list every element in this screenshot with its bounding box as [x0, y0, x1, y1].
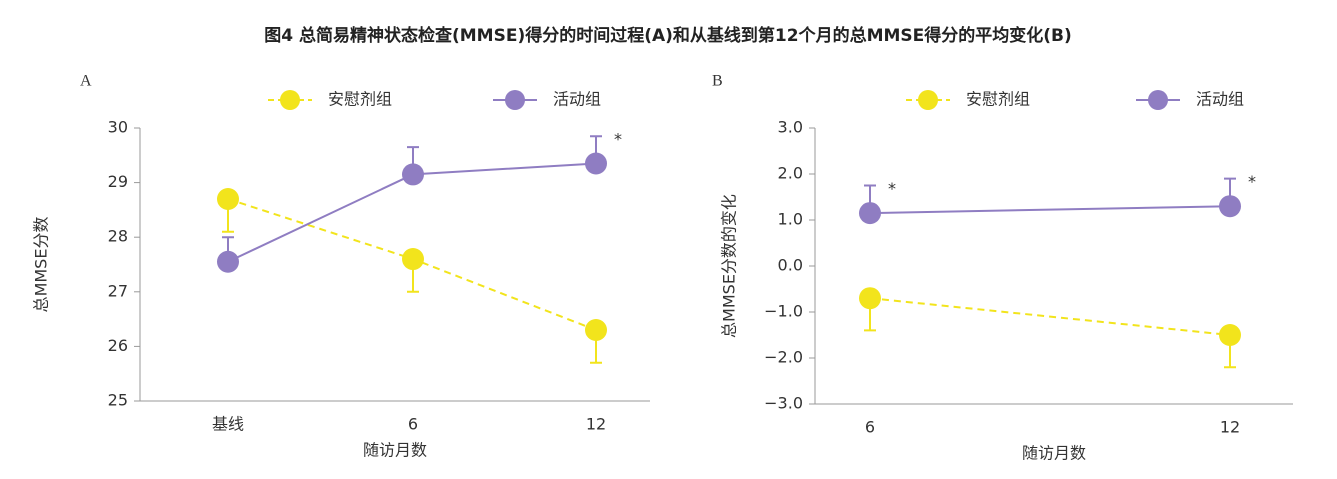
figure-title: 图4 总简易精神状态检查(MMSE)得分的时间过程(A)和从基线到第12个月的总…: [264, 25, 1072, 46]
data-point: [402, 163, 424, 186]
data-point: [1219, 195, 1241, 218]
legend-marker: [918, 90, 938, 110]
annotation: *: [888, 179, 896, 198]
x-tick-label: 6: [865, 418, 875, 437]
y-tick-label: 0.0: [778, 256, 803, 275]
series-line: [869, 205, 1231, 215]
panel-label: B: [712, 73, 723, 90]
y-tick-label: 27: [108, 281, 128, 300]
y-tick-label: −2.0: [764, 348, 803, 367]
y-tick-label: −1.0: [764, 302, 803, 321]
y-axis-label: 总MMSE分数: [32, 217, 51, 313]
y-tick-label: 28: [108, 227, 128, 246]
x-tick-label: 6: [408, 415, 418, 434]
legend-marker: [280, 90, 300, 110]
y-tick-label: 2.0: [778, 164, 803, 183]
x-axis-label: 随访月数: [363, 441, 427, 460]
legend-marker: [505, 90, 525, 110]
y-tick-label: −3.0: [764, 394, 803, 413]
data-point: [217, 187, 239, 210]
y-tick-label: 26: [108, 336, 128, 355]
x-tick-label: 12: [586, 415, 606, 434]
legend-marker: [1148, 90, 1168, 110]
annotation: *: [1248, 172, 1256, 191]
data-point: [1219, 324, 1241, 346]
data-point: [402, 248, 424, 271]
y-tick-label: 3.0: [778, 118, 803, 137]
annotation: *: [614, 130, 622, 149]
x-tick-label: 基线: [212, 415, 244, 434]
x-axis-label: 随访月数: [1022, 444, 1086, 463]
data-point: [859, 202, 881, 225]
legend-label: 安慰剂组: [328, 90, 392, 109]
panel-label: A: [80, 73, 92, 90]
data-point: [585, 152, 607, 175]
x-tick-label: 12: [1220, 418, 1240, 437]
y-axis-label: 总MMSE分数的变化: [720, 194, 739, 338]
legend-label: 活动组: [1196, 90, 1244, 109]
data-point: [217, 250, 239, 273]
y-tick-label: 30: [108, 118, 128, 137]
y-tick-label: 1.0: [778, 210, 803, 229]
series-line: [869, 297, 1231, 336]
data-point: [859, 287, 881, 310]
legend-label: 安慰剂组: [966, 90, 1030, 109]
data-point: [585, 319, 607, 342]
y-tick-label: 25: [108, 391, 128, 410]
y-tick-label: 29: [108, 172, 128, 191]
legend-label: 活动组: [553, 90, 601, 109]
